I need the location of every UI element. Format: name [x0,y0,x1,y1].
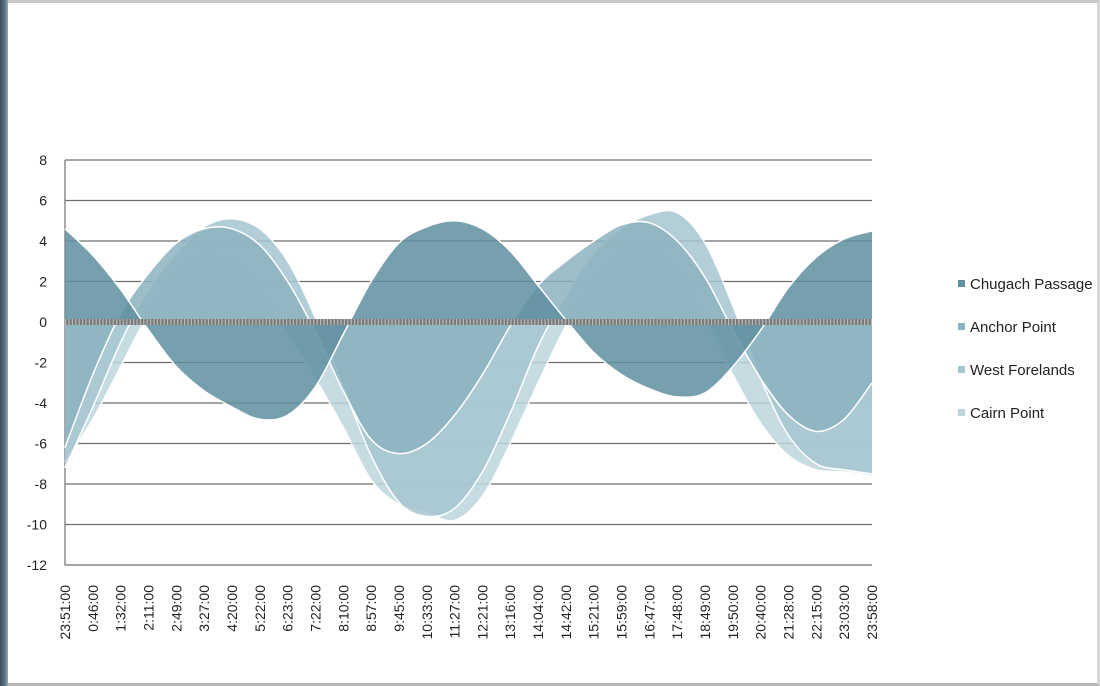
x-tick-label: 15:59:00 [614,585,630,640]
y-tick-labels: 8 6 4 2 0 -2 -4 -6 -8 -10 -12 [27,152,47,573]
x-tick-label: 5:22:00 [252,585,268,632]
x-tick-label: 4:20:00 [224,585,240,632]
x-tick-label: 14:42:00 [558,585,574,640]
legend-label-chugach-passage: Chugach Passage [970,276,1093,293]
legend-swatch-chugach-passage [958,280,965,287]
x-tick-label: 6:23:00 [280,585,296,632]
legend: Chugach Passage Anchor Point West Foreland… [958,276,1093,422]
x-tick-label: 20:40:00 [753,585,769,640]
y-tick-label: 8 [39,152,47,168]
x-tick-label: 16:47:00 [641,585,657,640]
x-tick-label: 1:32:00 [113,585,129,632]
x-tick-labels: 23:51:00 0:46:00 1:32:00 2:11:00 2:49:00 3:27… [57,585,880,640]
x-tick-label: 13:16:00 [502,585,518,640]
y-tick-label: 2 [39,274,47,290]
x-tick-label: 19:50:00 [725,585,741,640]
x-tick-label: 17:48:00 [669,585,685,640]
series-area-anchor-point [65,221,872,454]
x-tick-label: 9:45:00 [391,585,407,632]
y-tick-label: -8 [35,476,48,492]
x-tick-label: 23:51:00 [57,585,73,640]
x-tick-label: 2:11:00 [141,585,157,631]
x-tick-label: 18:49:00 [697,585,713,640]
x-tick-label: 2:49:00 [168,585,184,632]
window-left-edge [0,0,8,686]
y-tick-label: 6 [39,193,47,209]
y-tick-label: -10 [27,517,47,533]
x-tick-label: 14:04:00 [530,585,546,640]
x-tick-label: 11:27:00 [447,585,463,639]
x-tick-label: 10:33:00 [419,585,435,640]
x-tick-label: 8:10:00 [335,585,351,632]
legend-label-west-forelands: West Forelands [970,362,1075,379]
y-tick-label: -2 [35,355,48,371]
legend-label-anchor-point: Anchor Point [970,319,1057,336]
legend-label-cairn-point: Cairn Point [970,405,1045,422]
y-tick-label: -4 [35,395,48,411]
series-line-chugach-passage [64,220,873,421]
x-tick-label: 15:21:00 [586,585,602,640]
x-tick-label: 8:57:00 [363,585,379,632]
x-tick-label: 12:21:00 [474,585,490,640]
x-tick-label: 21:28:00 [781,585,797,640]
y-tick-label: 4 [39,233,47,249]
series-areas [64,209,873,522]
x-tick-label: 3:27:00 [196,585,212,632]
x-tick-label: 23:03:00 [836,585,852,640]
legend-swatch-cairn-point [958,409,965,416]
x-tick-label: 0:46:00 [85,585,101,632]
x-tick-label: 22:15:00 [808,585,824,640]
y-tick-label: -12 [27,557,47,573]
y-tick-label: -6 [35,436,48,452]
legend-swatch-anchor-point [958,323,965,330]
x-tick-label: 23:58:00 [864,585,880,640]
y-tick-label: 0 [39,314,47,330]
x-tick-label: 7:22:00 [307,585,323,632]
legend-swatch-west-forelands [958,366,965,373]
